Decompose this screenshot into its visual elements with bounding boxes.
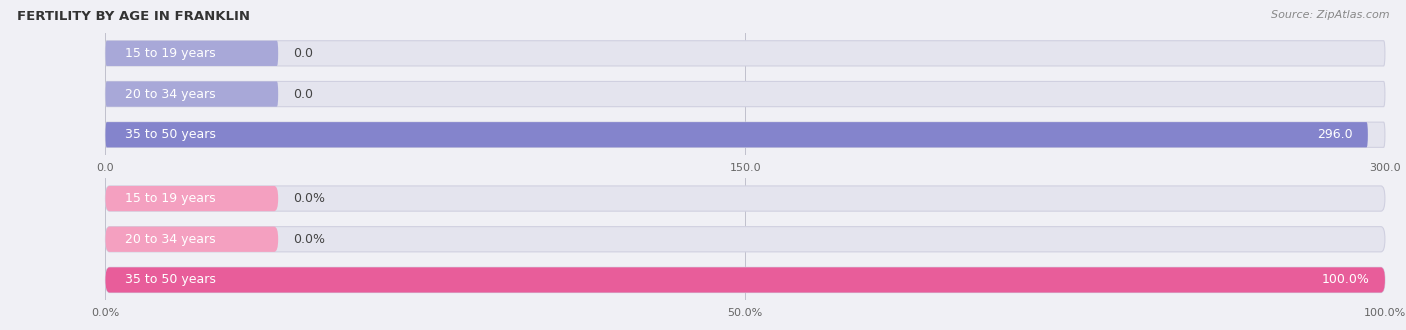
FancyBboxPatch shape bbox=[105, 82, 1385, 107]
FancyBboxPatch shape bbox=[105, 82, 278, 107]
FancyBboxPatch shape bbox=[105, 186, 278, 211]
FancyBboxPatch shape bbox=[105, 41, 278, 66]
FancyBboxPatch shape bbox=[105, 122, 1385, 148]
FancyBboxPatch shape bbox=[105, 186, 1385, 211]
Text: 0.0: 0.0 bbox=[294, 87, 314, 101]
Text: 15 to 19 years: 15 to 19 years bbox=[125, 47, 215, 60]
FancyBboxPatch shape bbox=[105, 227, 1385, 252]
Text: 15 to 19 years: 15 to 19 years bbox=[125, 192, 215, 205]
FancyBboxPatch shape bbox=[105, 267, 1385, 293]
Text: 20 to 34 years: 20 to 34 years bbox=[125, 87, 215, 101]
Text: 0.0: 0.0 bbox=[294, 47, 314, 60]
FancyBboxPatch shape bbox=[105, 122, 1368, 148]
Text: 0.0%: 0.0% bbox=[294, 233, 326, 246]
FancyBboxPatch shape bbox=[105, 41, 1385, 66]
Text: 20 to 34 years: 20 to 34 years bbox=[125, 233, 215, 246]
Text: Source: ZipAtlas.com: Source: ZipAtlas.com bbox=[1271, 10, 1389, 20]
Text: 0.0%: 0.0% bbox=[294, 192, 326, 205]
Text: 35 to 50 years: 35 to 50 years bbox=[125, 128, 215, 141]
Text: FERTILITY BY AGE IN FRANKLIN: FERTILITY BY AGE IN FRANKLIN bbox=[17, 10, 250, 23]
Text: 35 to 50 years: 35 to 50 years bbox=[125, 274, 215, 286]
FancyBboxPatch shape bbox=[105, 227, 278, 252]
FancyBboxPatch shape bbox=[105, 267, 1385, 293]
Text: 100.0%: 100.0% bbox=[1322, 274, 1369, 286]
Text: 296.0: 296.0 bbox=[1317, 128, 1353, 141]
